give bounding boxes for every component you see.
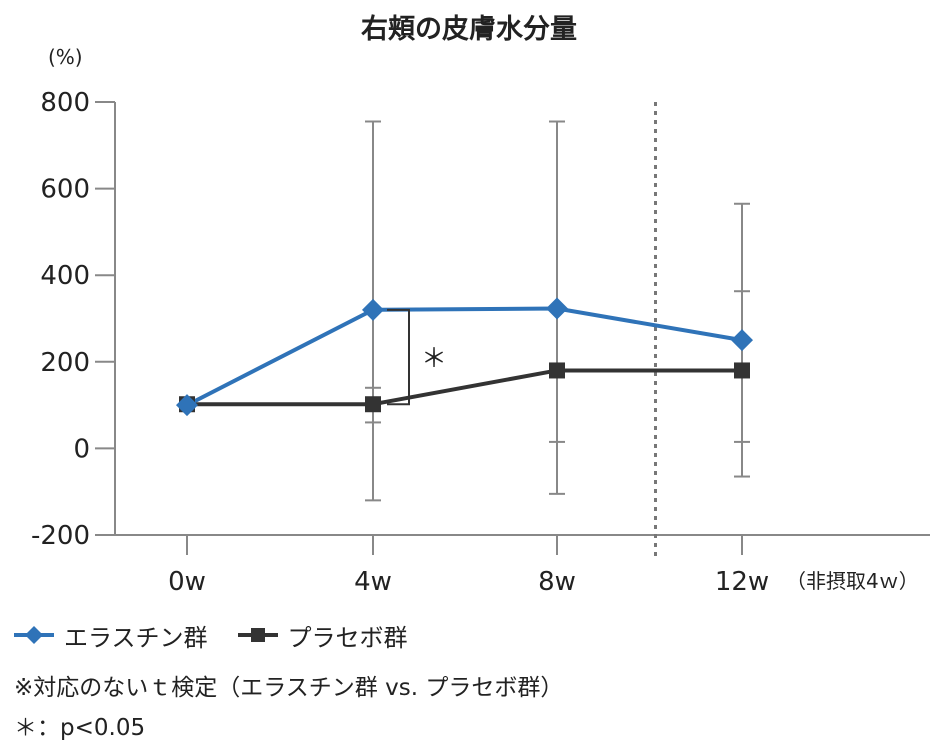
x-tick-label: 8w (538, 567, 576, 597)
y-tick-label: 200 (40, 348, 90, 378)
marker-diamond-3 (731, 329, 753, 352)
y-tick-label: 400 (40, 261, 90, 291)
square-icon (250, 628, 265, 642)
series-markers (176, 297, 753, 417)
footnote-test: ※対応のないｔ検定（エラスチン群 vs. プラセボ群） (14, 675, 564, 701)
y-tick-label: 800 (40, 88, 90, 118)
marker-diamond-1 (362, 298, 384, 321)
significance-bracket (387, 308, 410, 406)
legend: エラスチン群 プラセボ群 (14, 618, 438, 652)
marker-square-3 (734, 362, 750, 379)
x-tick-label: 4w (354, 567, 392, 597)
chart-title: 右頬の皮膚水分量 (361, 14, 577, 45)
legend-item-elastin: エラスチン群 (14, 618, 208, 653)
legend-label-elastin: エラスチン群 (64, 623, 208, 652)
marker-diamond-0 (176, 394, 198, 417)
axes (114, 102, 930, 536)
x-category-note: （非摂取4ｗ） (786, 569, 919, 593)
series-line-1 (187, 368, 742, 407)
y-tick-label: -200 (31, 521, 90, 551)
legend-line-elastin (14, 626, 54, 644)
y-tick-label: 600 (40, 175, 90, 205)
x-tick-label: 0w (168, 567, 206, 597)
series-lines (186, 306, 743, 407)
significance-star: ＊ (421, 344, 447, 374)
marker-diamond-2 (546, 297, 568, 320)
marker-square-1 (365, 396, 381, 413)
diamond-icon (25, 626, 43, 644)
x-ticks: 0w 4w 8w 12w （非摂取4ｗ） (168, 535, 919, 597)
y-ticks: 800 600 400 200 0 -200 (31, 88, 115, 551)
chart: 右頬の皮膚水分量 (%) 800 600 400 200 0 -200 0w 4w 8w 12w… (31, 14, 930, 597)
marker-square-2 (549, 362, 565, 379)
series-line-0 (186, 306, 743, 407)
legend-item-placebo: プラセボ群 (237, 618, 408, 653)
significance-annotation: ＊ (387, 308, 447, 406)
legend-label-placebo: プラセボ群 (287, 623, 408, 652)
y-tick-label: 0 (73, 434, 90, 464)
y-axis-unit: (%) (48, 45, 83, 69)
legend-line-placebo (237, 628, 278, 642)
x-tick-label: 12w (715, 567, 769, 597)
footnote-significance: ＊：p<0.05 (14, 715, 146, 741)
